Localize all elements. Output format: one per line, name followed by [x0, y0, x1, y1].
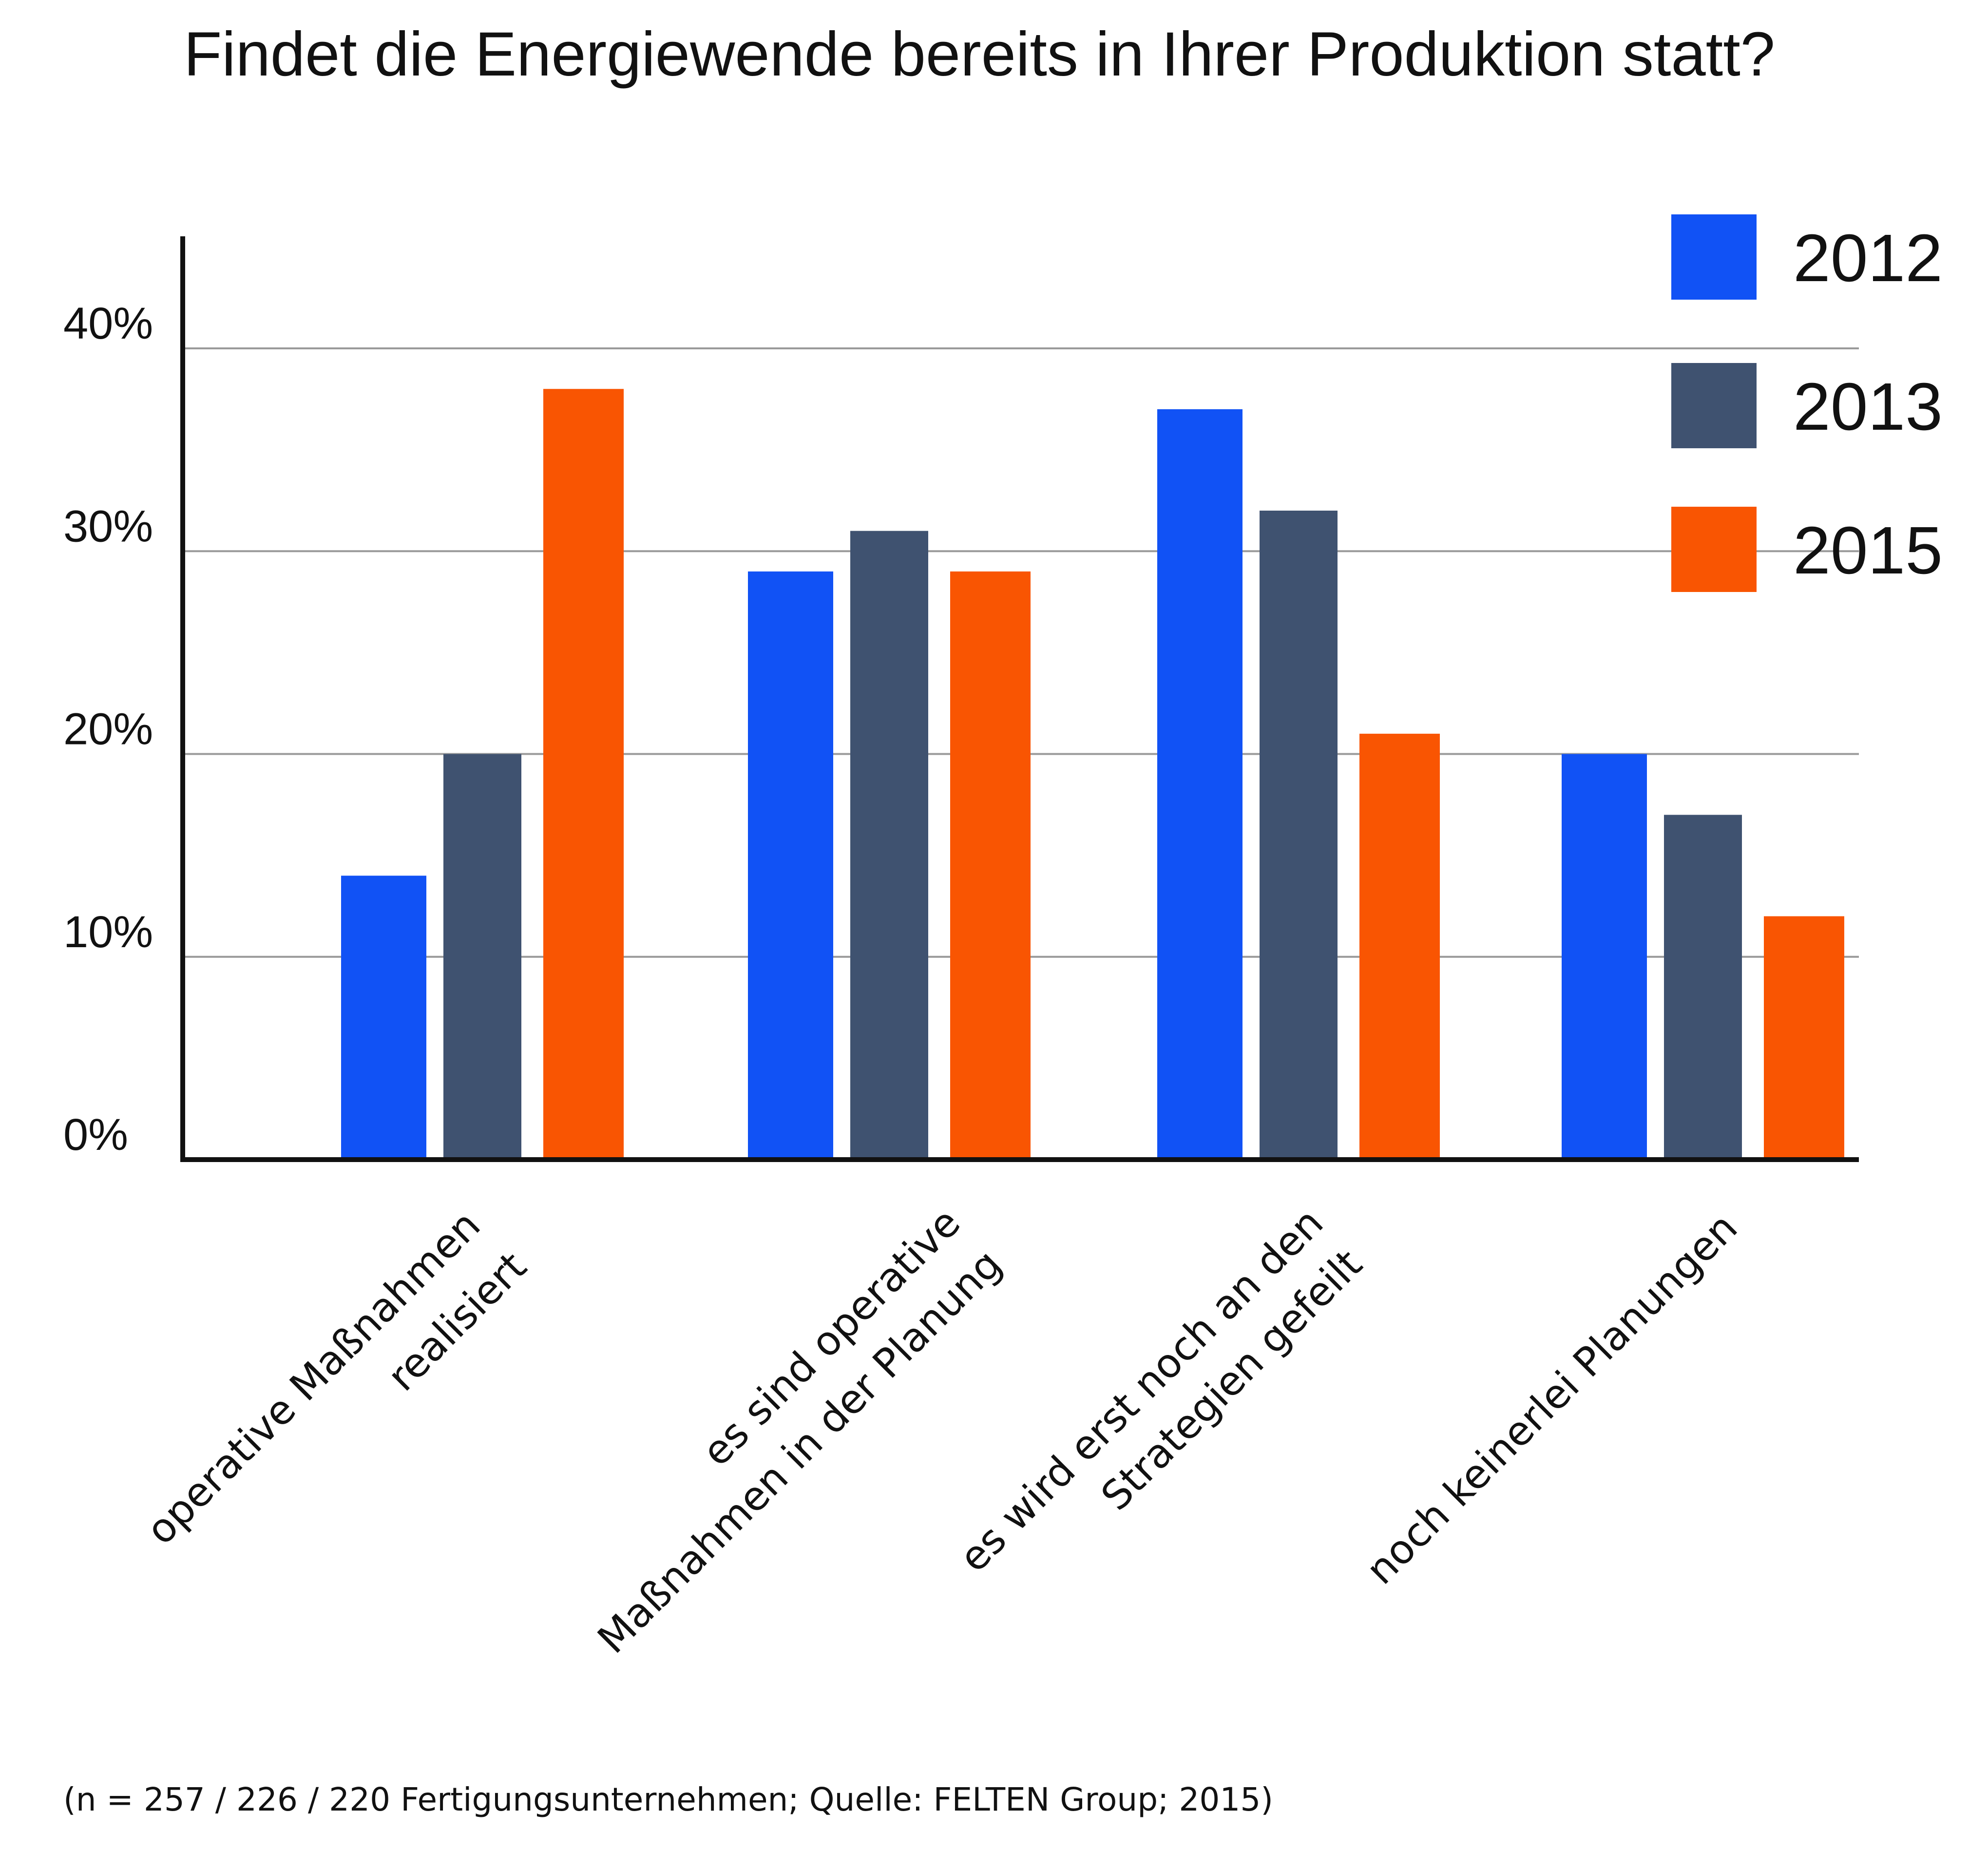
legend-swatch	[1671, 363, 1757, 448]
category-label: noch keinerlei Planungen	[1357, 1204, 1746, 1593]
bar	[850, 531, 928, 1160]
legend: 2012 2013 2015	[1671, 214, 1943, 592]
bar	[950, 571, 1031, 1160]
bars	[341, 389, 1844, 1160]
y-tick-label: 0%	[63, 1110, 128, 1160]
footnote: (n = 257 / 226 / 220 Fertigungsunternehm…	[63, 1781, 1273, 1818]
category-label: Maßnahmen in der Planung	[589, 1241, 1011, 1662]
bar	[1260, 511, 1338, 1160]
y-tick-label: 10%	[63, 907, 153, 957]
bar	[748, 571, 833, 1160]
chart-title: Findet die Energiewende bereits in Ihrer…	[184, 19, 1775, 89]
category-label: es wird erst noch an den	[951, 1200, 1332, 1581]
category-label: operative Maßnahmen	[137, 1202, 489, 1554]
bar	[1359, 733, 1440, 1160]
bar	[1157, 409, 1242, 1160]
legend-label: 2013	[1793, 369, 1943, 444]
bar	[443, 754, 521, 1160]
legend-label: 2015	[1793, 513, 1943, 588]
legend-swatch	[1671, 214, 1757, 300]
bar	[341, 876, 426, 1160]
bar	[543, 389, 624, 1160]
bar	[1562, 754, 1647, 1160]
y-tick-labels: 0% 10% 20% 30% 40%	[63, 299, 153, 1160]
bar	[1664, 815, 1742, 1160]
legend-swatch	[1671, 507, 1757, 592]
y-tick-label: 40%	[63, 299, 153, 348]
y-tick-label: 20%	[63, 705, 153, 754]
axes	[180, 236, 1859, 1162]
y-tick-label: 30%	[63, 501, 153, 551]
bar	[1764, 916, 1844, 1160]
legend-label: 2012	[1793, 221, 1943, 296]
